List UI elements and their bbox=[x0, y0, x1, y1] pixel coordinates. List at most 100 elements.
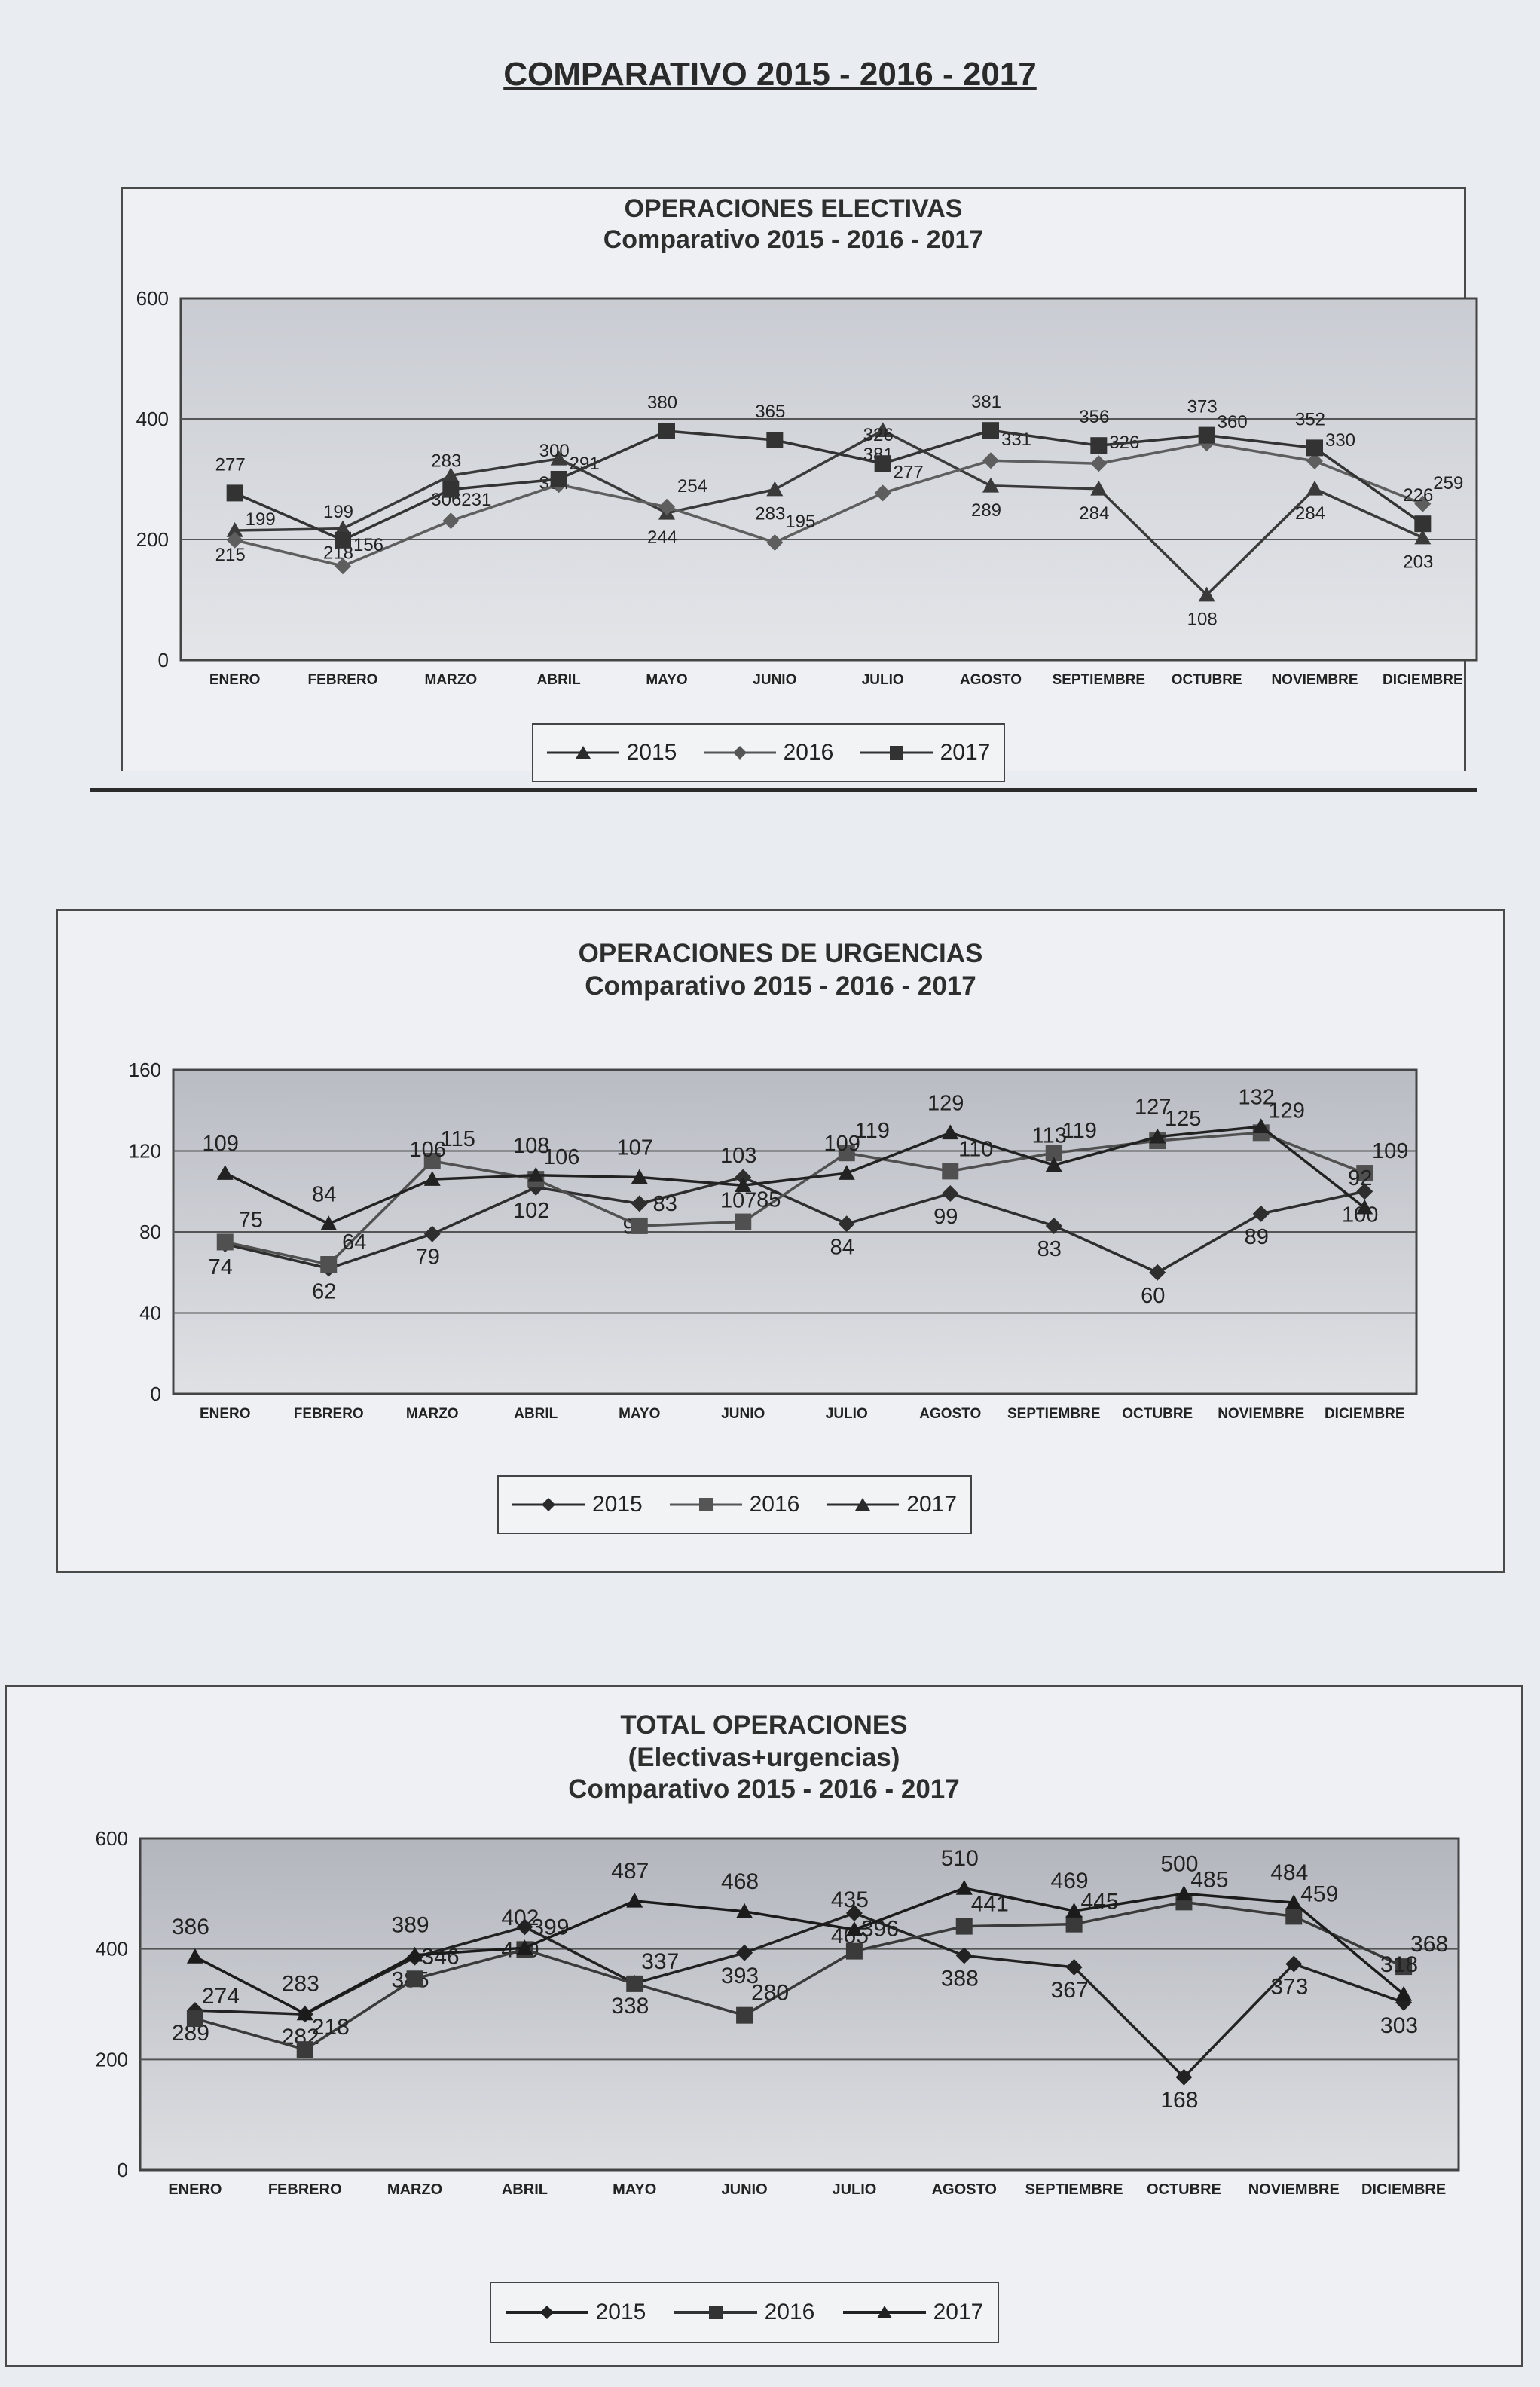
data-point-2015 bbox=[1090, 480, 1108, 496]
data-label-2016: 119 bbox=[1062, 1119, 1097, 1143]
data-point-2015 bbox=[982, 477, 999, 493]
data-label-2016: 195 bbox=[785, 512, 815, 532]
data-point-2016 bbox=[296, 2041, 313, 2058]
legend-item-2017: 2017 bbox=[842, 2300, 984, 2325]
legend-label-2017: 2017 bbox=[933, 2300, 984, 2324]
data-label-2015: 283 bbox=[755, 504, 785, 524]
y-tick-label: 200 bbox=[96, 2048, 128, 2071]
data-label-2017: 108 bbox=[513, 1134, 549, 1158]
data-label-2016: 330 bbox=[1325, 430, 1355, 451]
data-label-2017: 129 bbox=[927, 1091, 964, 1115]
y-tick-label: 400 bbox=[136, 408, 169, 430]
x-tick-label: OCTUBRE bbox=[1147, 2181, 1221, 2198]
data-label-2015: 108 bbox=[1187, 610, 1218, 630]
data-label-2015: 102 bbox=[513, 1199, 549, 1223]
data-point-2016 bbox=[1395, 1958, 1413, 1976]
y-tick-label: 0 bbox=[158, 649, 169, 671]
data-point-2016 bbox=[631, 1217, 648, 1234]
legend-marker-2016 bbox=[703, 746, 776, 760]
legend-label-2017: 2017 bbox=[940, 740, 991, 765]
data-point-2015 bbox=[1198, 586, 1215, 602]
data-point-2015 bbox=[942, 1184, 959, 1202]
data-label-2015: 338 bbox=[611, 1994, 649, 2019]
data-label-2016: 119 bbox=[855, 1119, 890, 1143]
data-label-2017: 373 bbox=[1187, 397, 1218, 417]
data-label-2016: 199 bbox=[246, 509, 276, 530]
data-point-2015 bbox=[550, 450, 567, 466]
data-point-2016 bbox=[1285, 1908, 1303, 1925]
data-point-2016 bbox=[1356, 1165, 1373, 1182]
y-tick-label: 600 bbox=[96, 1827, 128, 1850]
data-point-2017 bbox=[1306, 439, 1323, 457]
data-point-2017 bbox=[550, 471, 567, 487]
x-tick-label: FEBRERO bbox=[308, 672, 378, 688]
data-point-2016 bbox=[874, 484, 891, 502]
legend-item-2015: 2015 bbox=[505, 2300, 646, 2325]
y-tick-label: 80 bbox=[139, 1221, 161, 1243]
data-point-2017 bbox=[320, 1215, 338, 1231]
x-tick-label: AGOSTO bbox=[932, 2181, 997, 2198]
data-label-2016: 445 bbox=[1081, 1890, 1119, 1915]
y-tick-label: 120 bbox=[129, 1140, 161, 1163]
chart-title: OPERACIONES ELECTIVAS bbox=[624, 194, 963, 223]
data-point-2017 bbox=[1045, 1157, 1062, 1172]
x-tick-label: JULIO bbox=[826, 1406, 868, 1422]
data-point-2017 bbox=[942, 1124, 959, 1140]
x-tick-label: NOVIEMBRE bbox=[1271, 672, 1358, 688]
y-tick-label: 400 bbox=[96, 1938, 128, 1961]
legend-marker-2015 bbox=[505, 2306, 588, 2319]
data-label-2017: 109 bbox=[203, 1132, 239, 1156]
data-label-2015: 244 bbox=[647, 527, 677, 548]
data-label-2016: 254 bbox=[677, 476, 707, 497]
data-label-2017: 469 bbox=[1051, 1869, 1089, 1893]
legend-item-2017: 2017 bbox=[860, 740, 991, 766]
series-line-2016 bbox=[225, 1131, 1365, 1266]
data-label-2016: 337 bbox=[641, 1949, 679, 1974]
data-label-2016: 368 bbox=[1410, 1932, 1448, 1957]
data-point-2017 bbox=[845, 1921, 863, 1936]
data-label-2017: 127 bbox=[1135, 1096, 1171, 1120]
legend-label-2016: 2016 bbox=[764, 2300, 815, 2324]
x-tick-label: ABRIL bbox=[537, 672, 581, 688]
series-line-2015 bbox=[225, 1175, 1365, 1274]
y-tick-label: 600 bbox=[136, 287, 169, 310]
y-tick-label: 0 bbox=[151, 1383, 161, 1405]
data-point-2017 bbox=[1090, 437, 1108, 454]
data-label-2016: 459 bbox=[1300, 1881, 1338, 1906]
data-point-2017 bbox=[838, 1165, 855, 1180]
x-tick-label: MAYO bbox=[619, 1406, 660, 1422]
data-label-2016: 231 bbox=[461, 490, 491, 510]
data-point-2015 bbox=[955, 1947, 973, 1964]
data-label-2017: 435 bbox=[831, 1887, 869, 1912]
x-tick-label: ENERO bbox=[168, 2181, 222, 2198]
data-label-2017: 484 bbox=[1270, 1860, 1308, 1885]
data-point-2015 bbox=[1252, 1205, 1270, 1222]
x-tick-label: AGOSTO bbox=[919, 1406, 981, 1422]
data-point-2015 bbox=[423, 1225, 441, 1242]
data-point-2017 bbox=[1356, 1199, 1373, 1215]
legend-label-2015: 2015 bbox=[626, 740, 677, 765]
data-label-2015: 393 bbox=[721, 1964, 759, 1988]
x-tick-label: DICIEMBRE bbox=[1325, 1406, 1405, 1422]
data-point-2017 bbox=[423, 1171, 441, 1186]
data-point-2017 bbox=[335, 531, 351, 549]
data-point-2015 bbox=[874, 422, 891, 437]
data-point-2015 bbox=[442, 467, 460, 482]
legend-marker-2017 bbox=[827, 1498, 900, 1511]
data-label-2017: 106 bbox=[410, 1138, 446, 1162]
data-label-2015: 74 bbox=[209, 1255, 233, 1279]
x-tick-label: ENERO bbox=[209, 672, 261, 688]
data-point-2015 bbox=[1414, 529, 1432, 545]
x-tick-label: ABRIL bbox=[502, 2181, 548, 2198]
data-point-2015 bbox=[335, 520, 351, 536]
data-label-2015: 89 bbox=[1245, 1225, 1269, 1249]
x-tick-label: JULIO bbox=[832, 2181, 876, 2198]
data-label-2017: 352 bbox=[1295, 409, 1325, 429]
data-label-2016: 156 bbox=[353, 535, 383, 555]
data-point-2016 bbox=[766, 534, 784, 551]
data-label-2017: 107 bbox=[617, 1135, 653, 1160]
y-tick-label: 40 bbox=[139, 1302, 161, 1325]
data-point-2016 bbox=[735, 1213, 752, 1230]
chart-electivas-plot: 0 200 400 600 ENERO FEBRERO MARZO ABRIL MAYO JUNI… bbox=[136, 287, 1478, 688]
